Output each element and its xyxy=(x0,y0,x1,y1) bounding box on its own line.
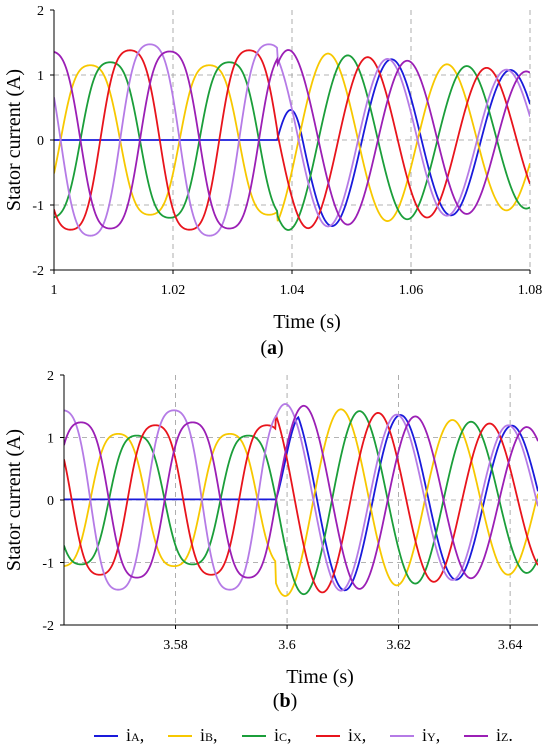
panel-label: (a) xyxy=(260,337,283,359)
chart-panel-b: -2 -1 0 1 2 3.58 3.6 3.62 3.64 Time (s) Stator cur… xyxy=(3,369,538,712)
y-tick-label: -2 xyxy=(32,264,44,279)
y-axis-label: Stator current (A) xyxy=(3,429,25,571)
series-line-iB xyxy=(54,52,530,222)
y-tick-label: -1 xyxy=(32,199,44,214)
series-line-iB xyxy=(64,408,538,597)
x-axis-label: Time (s) xyxy=(286,666,354,688)
y-tick-label: 2 xyxy=(37,4,44,19)
panel-label: (b) xyxy=(273,690,297,712)
x-axis-label: Time (s) xyxy=(273,311,341,333)
legend-label-X: iX, xyxy=(348,725,366,745)
legend-label-C: iC, xyxy=(274,725,292,745)
series-line-iY xyxy=(54,43,530,237)
y-tick-label: 1 xyxy=(37,69,44,84)
x-tick-label: 1.08 xyxy=(518,283,543,298)
series-line-iA xyxy=(64,414,538,592)
legend-label-Z: iZ. xyxy=(496,725,513,745)
legend: iA, iB, iC, iX, iY, iZ. xyxy=(94,725,513,745)
x-tick-label: 1.02 xyxy=(161,283,186,298)
y-tick-label: -2 xyxy=(42,619,54,634)
chart-panel-a: -2 -1 0 1 2 1 1.02 1.04 1.06 1.08 Time (s) Stator c… xyxy=(3,4,542,359)
y-tick-label: 0 xyxy=(47,494,54,509)
y-tick-label: 0 xyxy=(37,134,44,149)
legend-label-B: iB, xyxy=(200,725,218,745)
x-tick-label: 3.62 xyxy=(386,638,411,653)
series-line-iX xyxy=(54,49,530,231)
series-line-iC xyxy=(54,54,530,231)
series-line-iZ xyxy=(54,49,530,230)
x-tick-label: 3.58 xyxy=(163,638,188,653)
x-tick-label: 1.06 xyxy=(399,283,424,298)
series-line-iY xyxy=(64,403,538,592)
x-tick-label: 3.6 xyxy=(278,638,296,653)
series-line-iZ xyxy=(64,404,538,590)
y-tick-label: 2 xyxy=(47,369,54,384)
x-tick-label: 3.64 xyxy=(498,638,523,653)
x-tick-label: 1 xyxy=(51,283,58,298)
x-tick-label: 1.04 xyxy=(280,283,305,298)
y-tick-label: -1 xyxy=(42,557,54,572)
legend-label-A: iA, xyxy=(126,725,144,745)
legend-label-Y: iY, xyxy=(422,725,440,745)
y-axis-label: Stator current (A) xyxy=(3,69,25,211)
series-line-iX xyxy=(64,411,538,594)
y-tick-label: 1 xyxy=(47,432,54,447)
series-line-iC xyxy=(64,410,538,596)
